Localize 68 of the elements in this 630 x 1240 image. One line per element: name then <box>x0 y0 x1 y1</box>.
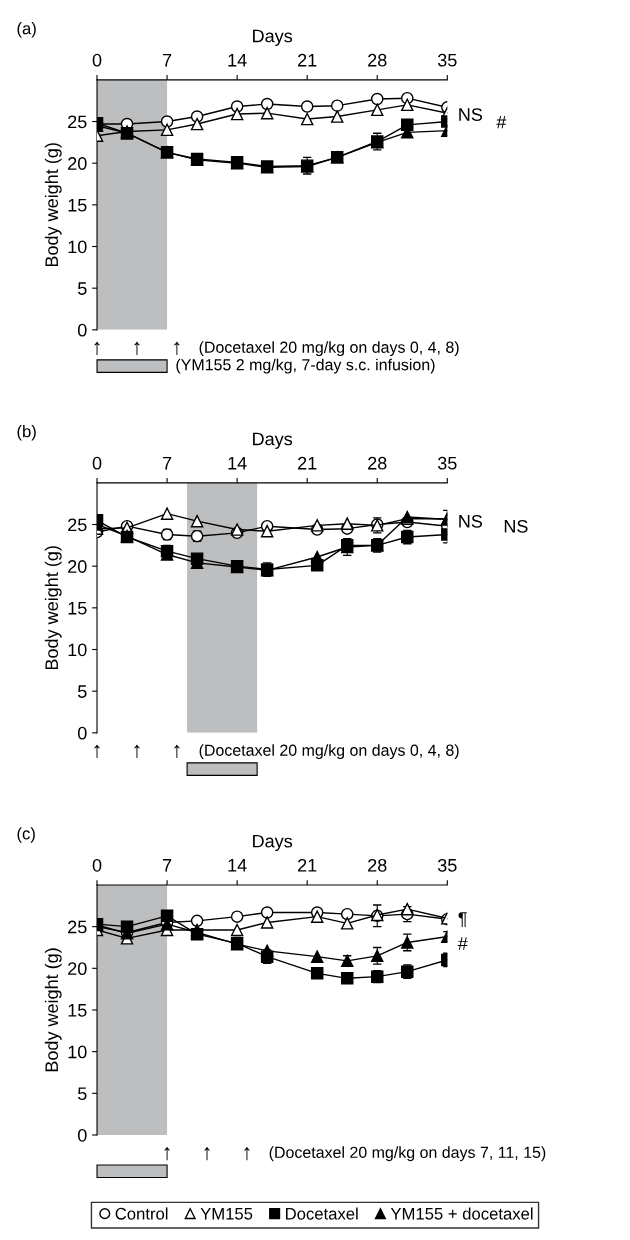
y-tick-label: 25 <box>68 920 87 934</box>
x-axis-title: Days <box>253 29 293 46</box>
y-tick-label: 15 <box>68 601 87 615</box>
y-tick-label: 25 <box>68 115 87 129</box>
y-axis-title: Body weight (g) <box>44 546 62 670</box>
y-axis-title: Body weight (g) <box>44 143 62 267</box>
x-tick-label: 35 <box>437 858 457 872</box>
x-tick-label: 28 <box>368 858 387 872</box>
x-tick-label: 35 <box>437 456 457 470</box>
legend-label: YM155 <box>200 1208 253 1220</box>
text: ↑ <box>134 341 140 355</box>
x-tick-label: 14 <box>228 53 247 67</box>
y-tick-label: 0 <box>77 1128 87 1142</box>
x-tick-label: 7 <box>162 53 172 67</box>
y-tick-label: 20 <box>68 157 87 170</box>
x-tick-label: 21 <box>298 456 317 470</box>
x-tick-label: 14 <box>228 456 247 470</box>
x-tick-label: 7 <box>162 456 172 470</box>
y-tick-label: 10 <box>68 643 87 657</box>
x-tick-label: 7 <box>162 859 172 872</box>
y-tick-label: 0 <box>77 323 87 337</box>
x-tick-label: 0 <box>92 456 102 470</box>
text: (Docetaxel 20 mg/kg on days 7, 11, 15) <box>269 1146 546 1162</box>
x-tick-label: 21 <box>298 53 317 67</box>
text: ↑ <box>134 744 140 758</box>
legend-label: Control <box>115 1207 168 1220</box>
y-tick-label: 0 <box>77 726 87 740</box>
x-tick-label: 35 <box>437 53 457 67</box>
chart-title: (b) <box>17 425 36 441</box>
legend-label: Docetaxel <box>286 1207 358 1220</box>
chart-title: (a) <box>17 22 36 38</box>
text: ↑ <box>94 341 100 355</box>
legend-label: YM155 + docetaxel <box>390 1207 533 1220</box>
y-tick-label: 25 <box>68 518 87 532</box>
y-tick-label: 15 <box>68 198 87 212</box>
x-tick-label: 14 <box>228 859 247 872</box>
text: NS <box>459 514 483 528</box>
y-tick-label: 5 <box>77 282 87 295</box>
text: ↑ <box>174 744 180 758</box>
x-tick-label: 21 <box>298 858 317 872</box>
x-tick-label: 0 <box>92 858 102 872</box>
x-axis-title: Days <box>253 834 293 852</box>
text: NS <box>504 519 528 533</box>
text: (Docetaxel 20 mg/kg on days 0, 4, 8) <box>199 744 459 760</box>
text: NS <box>459 108 483 121</box>
y-tick-label: 5 <box>77 685 87 698</box>
text: ↑ <box>164 1146 170 1161</box>
text: (Docetaxel 20 mg/kg on days 0, 4, 8) <box>199 341 459 357</box>
y-tick-label: 10 <box>68 240 87 254</box>
text: ↑ <box>94 744 100 758</box>
x-tick-label: 28 <box>368 456 387 470</box>
x-tick-label: 0 <box>92 53 102 67</box>
text: ↑ <box>244 1146 250 1161</box>
y-tick-label: 20 <box>68 962 87 976</box>
y-axis-title: Body weight (g) <box>44 948 62 1072</box>
legend-label: (YM155 2 mg/kg, 7-day s.c. infusion) <box>176 358 435 374</box>
text: ↑ <box>204 1146 210 1161</box>
x-tick-label: 28 <box>368 53 387 67</box>
y-tick-label: 10 <box>68 1045 87 1059</box>
y-tick-label: 15 <box>68 1004 87 1017</box>
y-tick-label: 20 <box>68 560 87 573</box>
text: # <box>457 937 468 950</box>
text: ↑ <box>174 341 180 355</box>
text: ¶ <box>458 912 467 927</box>
x-axis-title: Days <box>253 432 293 449</box>
y-tick-label: 5 <box>77 1087 87 1101</box>
text: # <box>496 115 507 129</box>
chart-title: (c) <box>17 827 35 843</box>
